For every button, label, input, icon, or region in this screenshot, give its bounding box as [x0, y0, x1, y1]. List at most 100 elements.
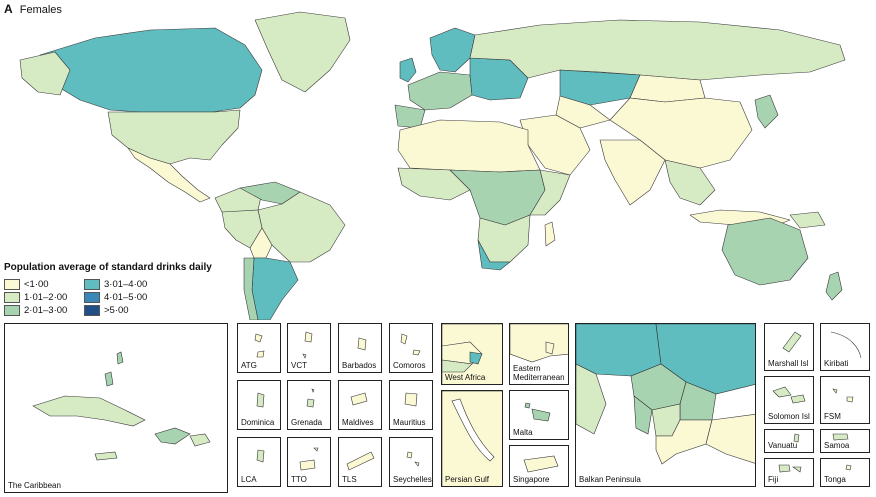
legend-swatch: [84, 305, 100, 316]
inset-label: The Caribbean: [8, 481, 61, 490]
region-bolivia: [249, 227, 273, 259]
region-uk: [399, 57, 417, 83]
legend-item: 1·01–2·00: [4, 292, 124, 304]
inset-label: TLS: [342, 475, 357, 484]
legend-label: 4·01–5·00: [104, 292, 148, 303]
region-central-asia: [555, 95, 611, 129]
region-south-africa: [477, 239, 511, 271]
inset-samoa: Samoa: [820, 429, 870, 453]
legend-swatch: [4, 305, 20, 316]
region-usa: [107, 109, 241, 165]
inset-label: Singapore: [513, 475, 550, 484]
legend-item: 2·01–3·00: [4, 305, 124, 317]
inset-tto: TTO: [287, 437, 331, 487]
panel-title: A Females: [4, 2, 62, 16]
legend-item: <1·00: [4, 279, 124, 291]
inset-lca: LCA: [237, 437, 281, 487]
region-png: [789, 211, 826, 229]
inset-fiji: Fiji: [764, 458, 814, 487]
inset-fsm: FSM: [820, 376, 870, 424]
inset-maldives: Maldives: [338, 380, 382, 430]
region-australia: [721, 217, 809, 286]
inset-label: West Africa: [445, 373, 486, 382]
inset-label: Samoa: [824, 441, 850, 450]
region-india: [599, 139, 666, 206]
legend-swatch: [84, 279, 100, 290]
inset-label: VCT: [291, 361, 307, 370]
legend-swatch: [4, 292, 20, 303]
region-argentina: [251, 257, 299, 320]
inset-mauritius: Mauritius: [389, 380, 433, 430]
legend-label: 3·01–4·00: [104, 279, 148, 290]
inset-label: Malta: [513, 428, 533, 437]
legend-item: 3·01–4·00: [84, 279, 204, 291]
region-iberia: [394, 104, 426, 129]
inset-marshall: Marshall Isl: [764, 323, 814, 371]
region-east-africa: [529, 169, 571, 216]
legend-label: >5·00: [104, 305, 129, 316]
inset-label: FSM: [824, 412, 841, 421]
world-map: [19, 11, 846, 320]
inset-dominica: Dominica: [237, 380, 281, 430]
inset-label: Comoros: [393, 361, 426, 370]
legend-swatch: [4, 279, 20, 290]
legend-label: 1·01–2·00: [24, 292, 68, 303]
region-scandinavia: [429, 27, 476, 73]
inset-label: ATG: [241, 361, 257, 370]
region-greenland: [254, 11, 351, 93]
inset-label: Kiribati: [824, 359, 849, 368]
inset-label: Fiji: [768, 475, 779, 484]
inset-solomon: Solomon Isl: [764, 376, 814, 424]
inset-label: Persian Gulf: [445, 475, 490, 484]
inset-malta: Malta: [509, 390, 569, 440]
inset-kiribati: Kiribati: [820, 323, 870, 371]
legend-label: 2·01–3·00: [24, 305, 68, 316]
region-western-europe: [407, 71, 473, 111]
region-new-zealand: [825, 271, 843, 301]
region-alaska: [19, 51, 71, 96]
region-middle-east: [519, 114, 591, 176]
inset-label: Seychelles: [393, 475, 432, 484]
panel-title-text: Females: [19, 4, 62, 16]
inset-label: Barbados: [342, 361, 377, 370]
inset-label: Solomon Isl: [768, 412, 810, 421]
inset-label: Mauritius: [393, 418, 426, 427]
panel-letter: A: [4, 2, 13, 16]
region-mexico: [127, 147, 211, 203]
legend-title: Population average of standard drinks da…: [4, 262, 212, 273]
inset-singapore: Singapore: [509, 445, 569, 487]
region-kazakhstan: [559, 69, 641, 106]
inset-label: LCA: [241, 475, 257, 484]
inset-grenada: Grenada: [287, 380, 331, 430]
inset-comoros: Comoros: [389, 323, 433, 373]
inset-label: Balkan Peninsula: [579, 475, 641, 484]
legend-item: 4·01–5·00: [84, 292, 204, 304]
region-russia: [469, 19, 846, 81]
inset-tonga: Tonga: [820, 458, 870, 487]
inset-label: Dominica: [241, 418, 275, 427]
legend-swatch: [84, 292, 100, 303]
inset-label: Eastern Mediterranean: [513, 364, 565, 382]
region-canada: [39, 27, 263, 113]
region-southeast-asia: [664, 159, 716, 206]
inset-tls: TLS: [338, 437, 382, 487]
legend-item: >5·00: [84, 305, 204, 317]
region-korea-japan: [754, 94, 779, 129]
inset-vct: VCT: [287, 323, 331, 373]
inset-label: Vanuatu: [768, 441, 798, 450]
inset-label: TTO: [291, 475, 307, 484]
inset-label: Maldives: [342, 418, 374, 427]
inset-west-africa: West Africa: [441, 323, 503, 385]
region-central-africa: [449, 169, 546, 226]
inset-caribbean: The Caribbean: [4, 323, 228, 493]
inset-persian-gulf: Persian Gulf: [441, 390, 503, 487]
region-north-africa: [397, 119, 541, 173]
inset-label: Tonga: [824, 475, 846, 484]
inset-seychelles: Seychelles: [389, 437, 433, 487]
inset-label: Grenada: [291, 418, 323, 427]
inset-barbados: Barbados: [338, 323, 382, 373]
region-madagascar: [544, 221, 556, 247]
inset-label: Marshall Isl: [768, 359, 809, 368]
region-chile: [243, 257, 259, 320]
